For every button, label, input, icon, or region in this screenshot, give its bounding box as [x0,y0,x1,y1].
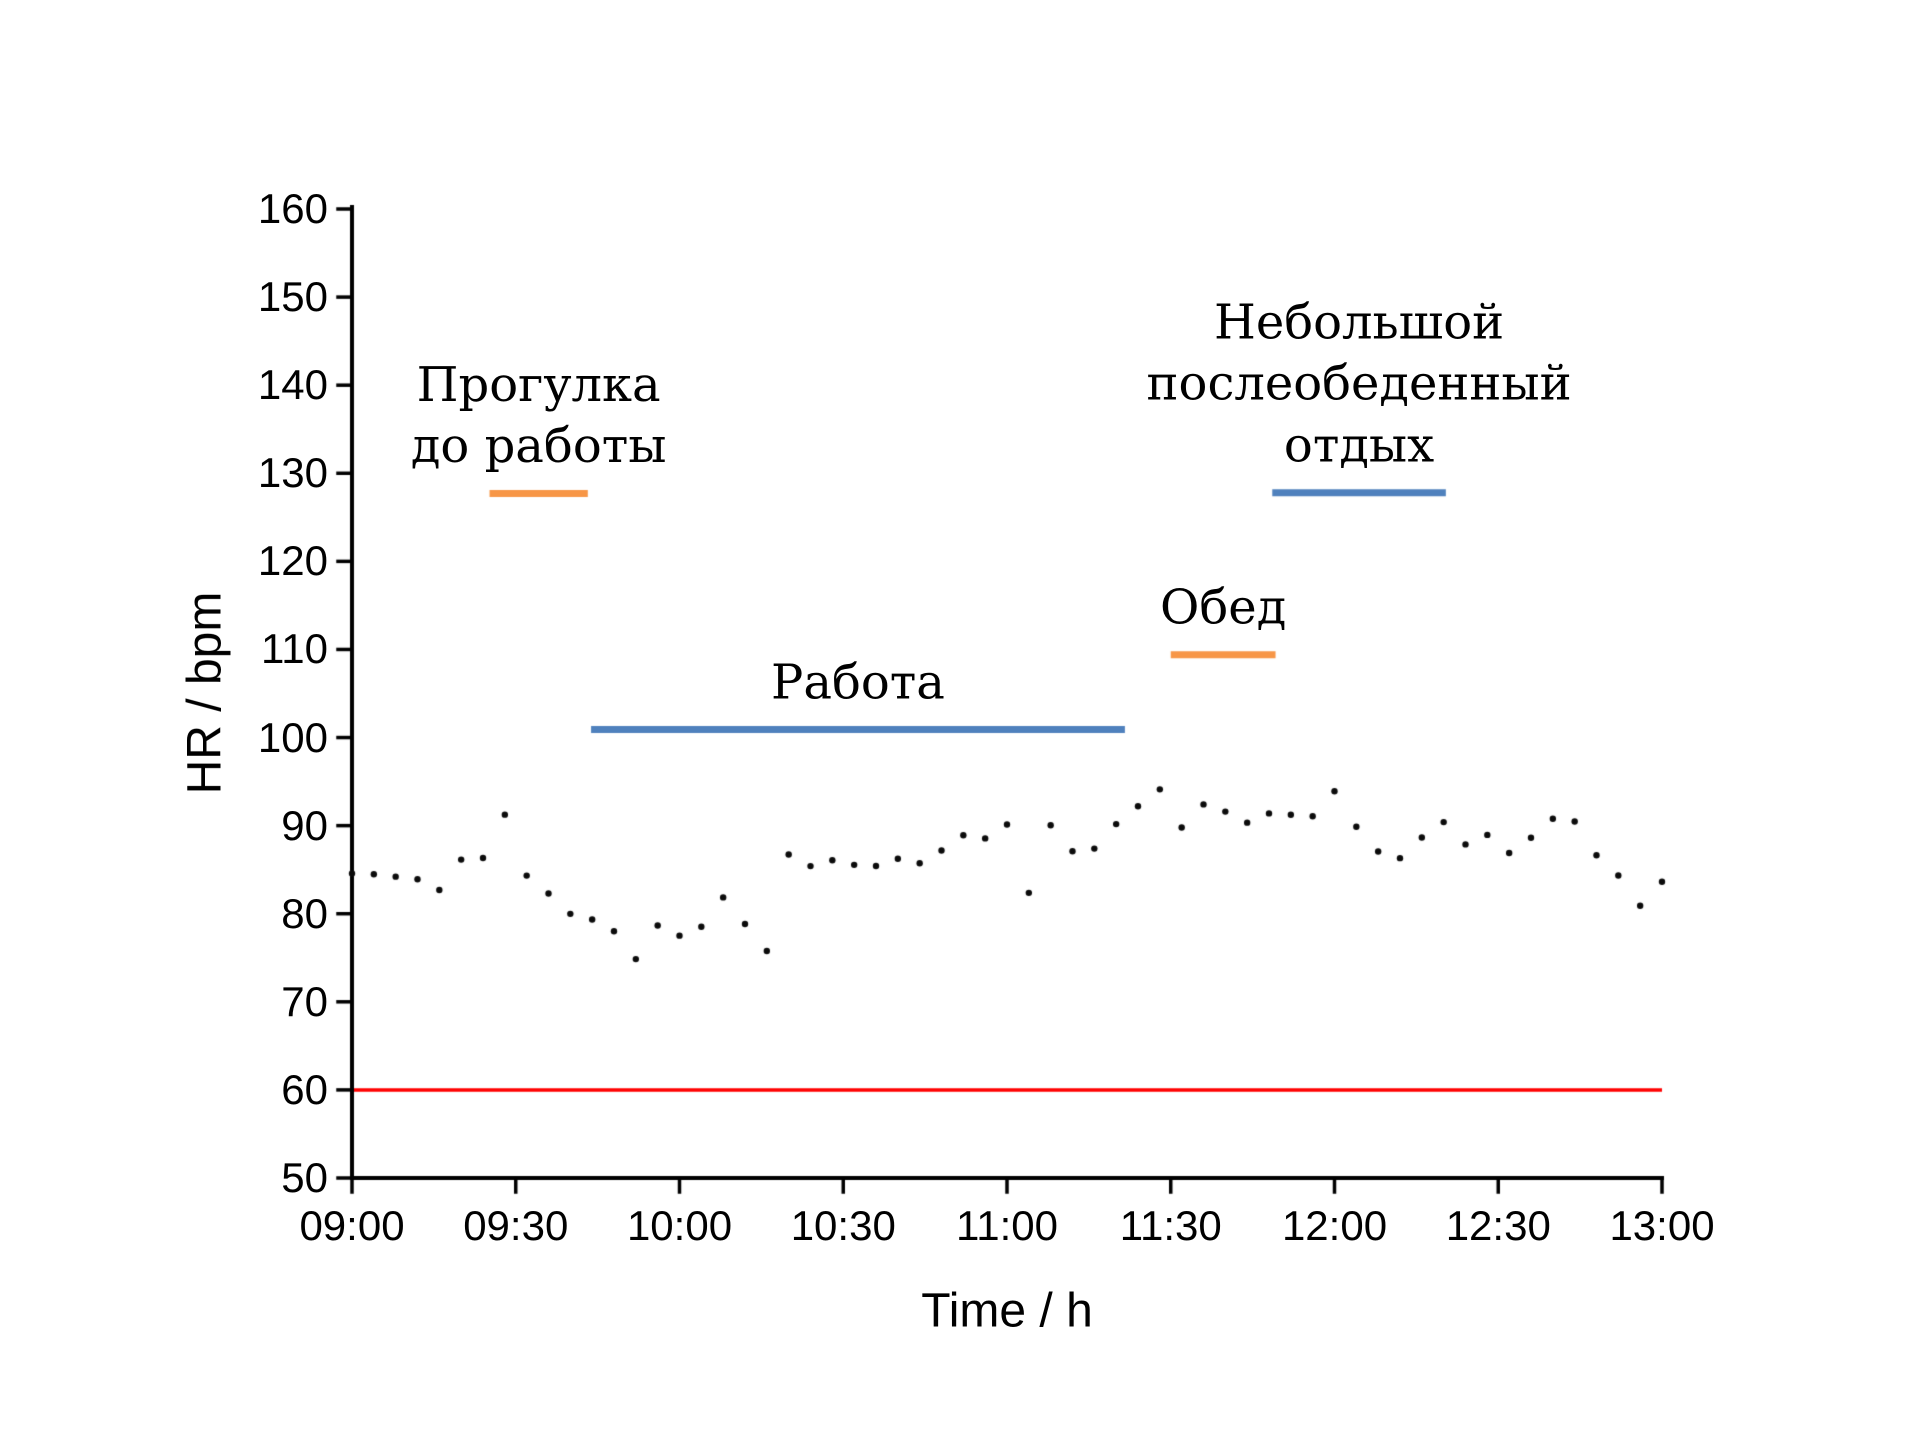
y-tick-label: 130 [257,449,328,497]
annotation-lunch: Обед [1160,579,1287,636]
annotation-work: Работа [771,654,945,711]
x-tick-label: 12:00 [1281,1202,1388,1249]
y-tick-label: 120 [257,537,328,585]
x-tick-label: 10:30 [790,1202,896,1249]
x-axis-title: Time / h [921,1284,1093,1338]
y-tick-label: 150 [257,273,328,321]
x-tick-label: 13:00 [1609,1202,1715,1249]
x-tick-label: 11:00 [956,1202,1058,1249]
y-tick-label: 100 [257,713,328,761]
x-tick-label: 09:30 [463,1202,569,1249]
x-tick-label: 12:30 [1445,1202,1551,1249]
y-tick-label: 50 [281,1154,328,1201]
annotation-walk-before-work: Прогулка до работы [410,356,667,475]
y-tick-label: 80 [281,889,328,937]
annotation-after-lunch-rest: Небольшой послеобеденный отдых [1146,294,1572,474]
y-tick-label: 110 [261,625,328,673]
y-tick-label: 70 [281,977,328,1025]
x-tick-label: 11:30 [1119,1202,1222,1249]
x-tick-label: 10:00 [626,1202,733,1249]
y-tick-label: 160 [257,185,328,232]
y-axis-title: HR / bpm [178,591,232,795]
y-tick-label: 90 [281,801,328,849]
y-tick-label: 140 [257,361,328,409]
y-tick-label: 60 [281,1065,328,1113]
x-tick-label: 09:00 [299,1202,405,1249]
